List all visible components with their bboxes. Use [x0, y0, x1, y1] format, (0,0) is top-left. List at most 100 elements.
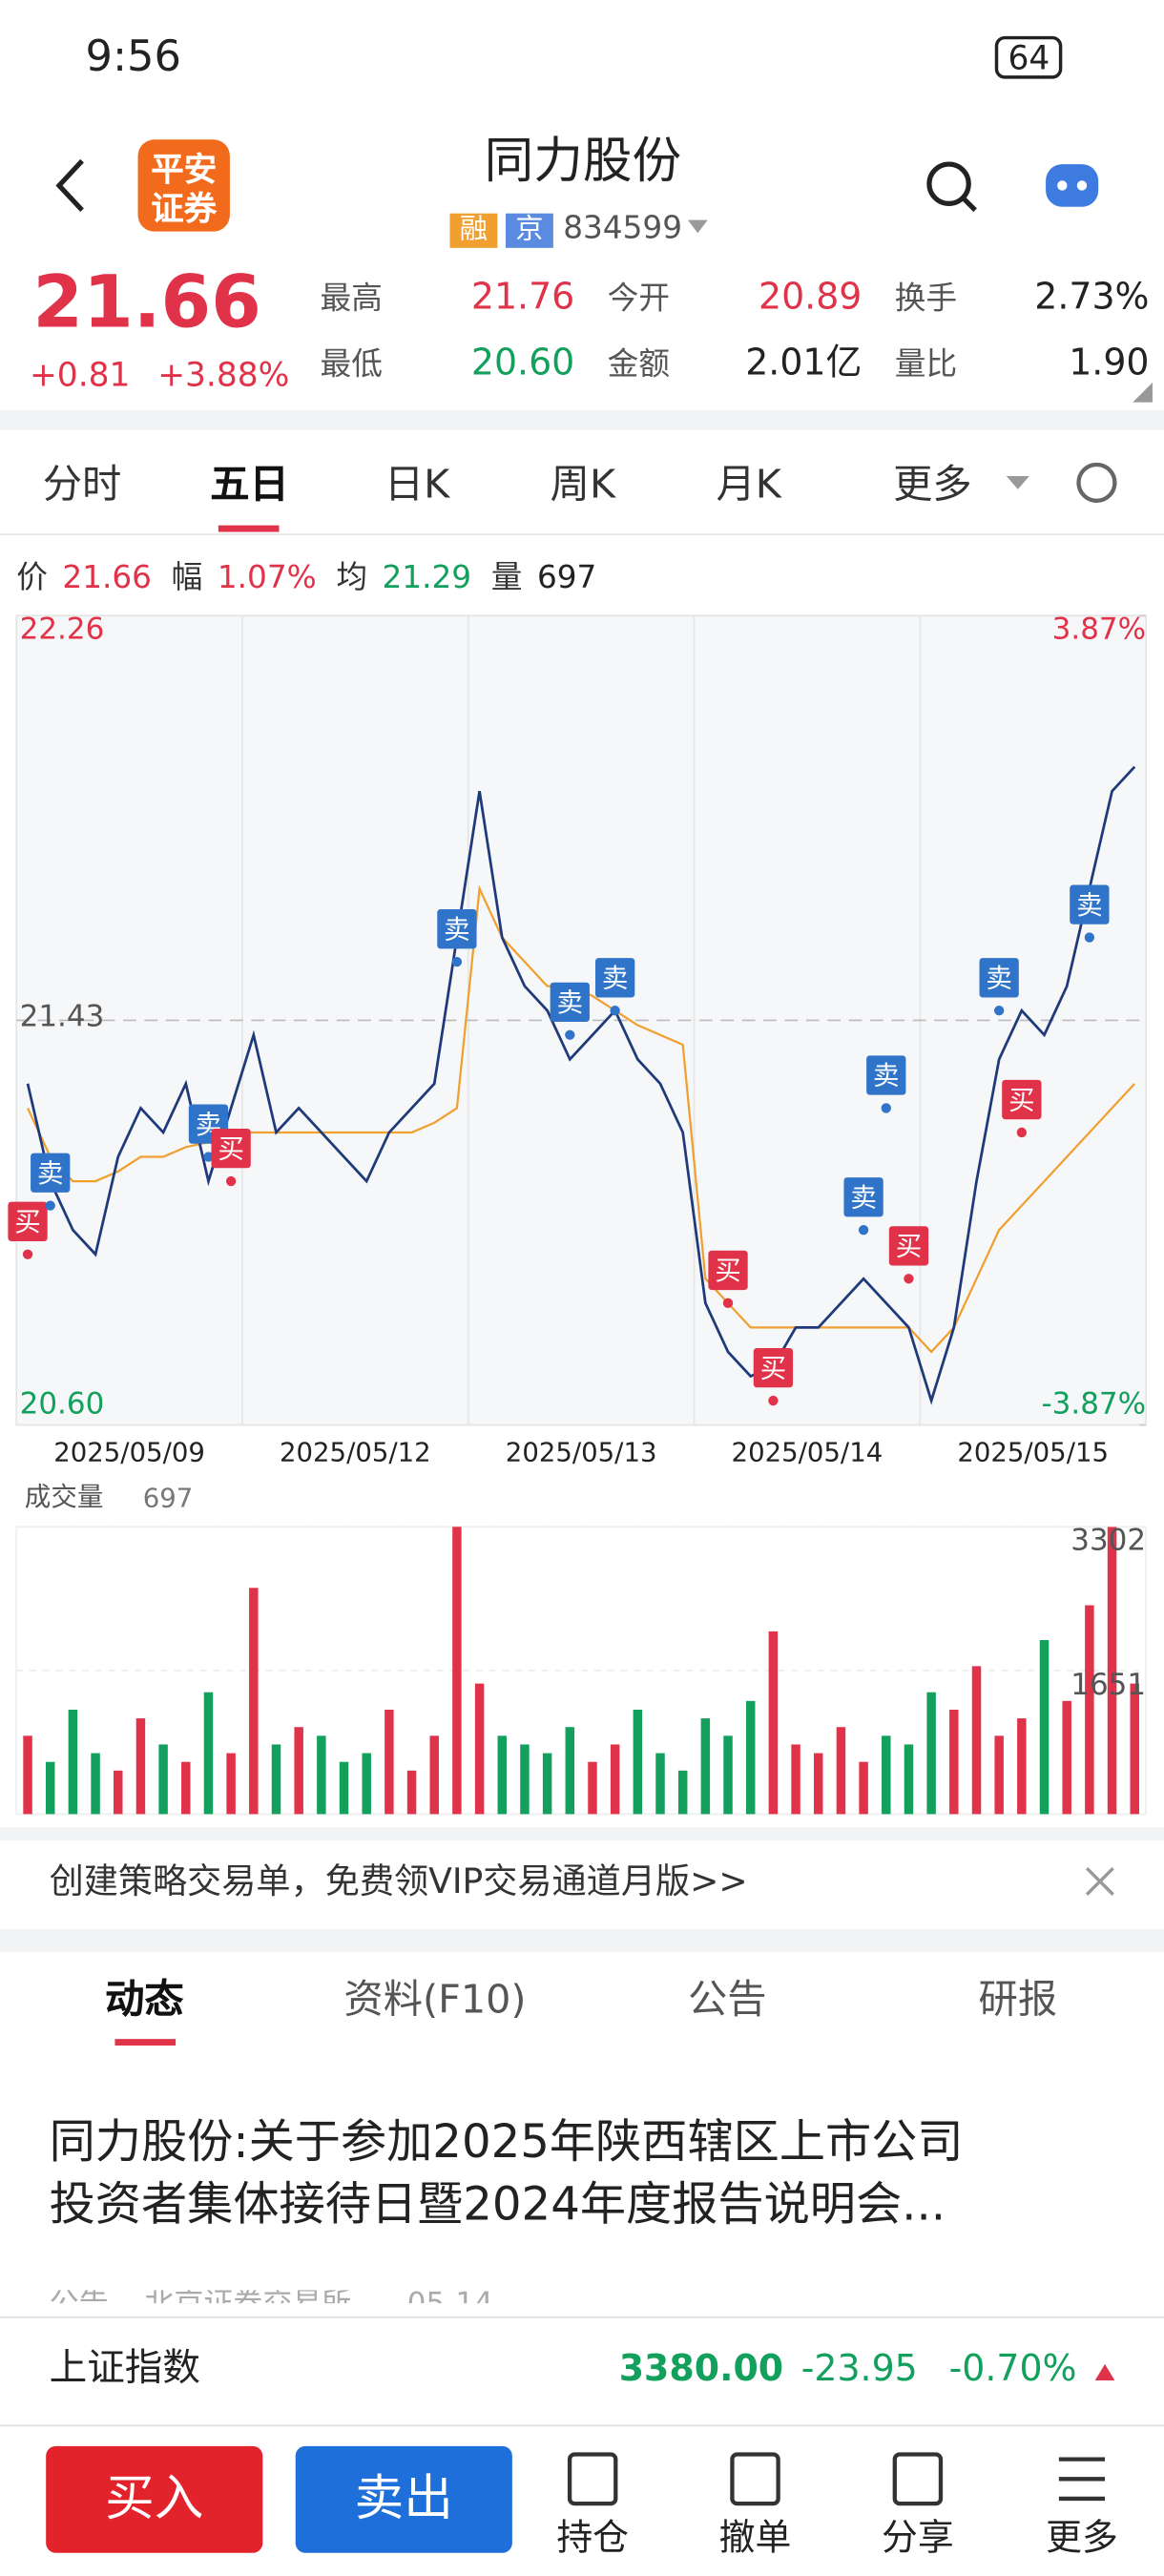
- info-label: 幅: [171, 558, 203, 595]
- back-icon[interactable]: [55, 158, 84, 213]
- volume-bar: [317, 1735, 326, 1815]
- info-value: 21.66: [62, 558, 153, 595]
- volume-bar: [45, 1761, 55, 1815]
- news-tab[interactable]: 动态: [105, 1976, 184, 2023]
- tab[interactable]: 分时: [42, 461, 122, 508]
- nav-item[interactable]: 持仓: [556, 2518, 630, 2560]
- info-value: 21.29: [382, 558, 472, 595]
- volume-bar: [114, 1770, 123, 1815]
- news-tab[interactable]: 资料(F10): [343, 1976, 527, 2023]
- trade-badge: [31, 1153, 71, 1193]
- x-tick-label: 2025/05/15: [957, 1436, 1110, 1468]
- trade-label: 卖: [37, 1158, 64, 1189]
- sell-button[interactable]: [295, 2445, 512, 2553]
- trade-badge: [979, 958, 1019, 998]
- info-label: 量: [490, 558, 523, 595]
- tab[interactable]: 五日: [210, 461, 289, 508]
- info-label: 均: [336, 558, 368, 595]
- price: 21.66: [32, 260, 261, 345]
- volume-bar: [949, 1709, 959, 1815]
- trade-dot: [904, 1274, 914, 1284]
- trade-badge: [753, 1347, 794, 1388]
- nav-item[interactable]: 撤单: [718, 2518, 792, 2560]
- stat-value: 2.01亿: [745, 343, 863, 384]
- trade-label: 卖: [557, 987, 584, 1018]
- nav-item[interactable]: 分享: [882, 2518, 954, 2560]
- stat-value: 1.90: [1069, 343, 1150, 384]
- separator: [0, 1827, 1164, 1840]
- trade-dot: [1016, 1127, 1028, 1138]
- tab[interactable]: 周K: [550, 461, 616, 508]
- stat-label: 今开: [607, 280, 671, 317]
- buy-label[interactable]: 买入: [105, 2470, 204, 2528]
- change: +0.81: [29, 354, 131, 394]
- y-tick-label: 3302: [1070, 1523, 1147, 1558]
- info-label: 价: [16, 558, 48, 595]
- volume-bar: [1062, 1700, 1071, 1815]
- volume-bar: [700, 1718, 711, 1815]
- news-tab[interactable]: 公告: [687, 1976, 767, 2023]
- volume-bar: [203, 1692, 214, 1815]
- stat-value: 2.73%: [1034, 277, 1150, 319]
- trade-dot: [858, 1225, 869, 1236]
- assistant-icon[interactable]: [1046, 164, 1099, 207]
- trade-label: 卖: [444, 914, 470, 945]
- buy-button[interactable]: [46, 2445, 263, 2553]
- volume-bar: [610, 1744, 620, 1815]
- clock: 9:56: [85, 32, 181, 83]
- trade-badge: [1070, 884, 1110, 924]
- volume-bar: [249, 1588, 259, 1815]
- volume-bar: [633, 1709, 643, 1815]
- trade-dot: [565, 1029, 575, 1040]
- news-meta: 05-14: [407, 2290, 493, 2303]
- volume-bar: [588, 1761, 597, 1815]
- banner[interactable]: 创建策略交易单，免费领VIP交易通道月版>>: [49, 1861, 748, 1901]
- search-icon[interactable]: [926, 161, 971, 206]
- trade-label: 卖: [1076, 890, 1103, 921]
- x-tick-label: 2025/05/14: [731, 1436, 883, 1468]
- volume-bar: [745, 1700, 756, 1815]
- stat-label: 换手: [894, 280, 958, 317]
- volume-bar: [339, 1761, 349, 1815]
- trade-badge: [1002, 1079, 1042, 1120]
- trade-label: 卖: [986, 964, 1012, 994]
- trade-label: 卖: [873, 1061, 900, 1091]
- y-tick-label: 20.60: [19, 1387, 105, 1423]
- y2-tick-label: 3.87%: [1051, 612, 1147, 647]
- info-value: 697: [536, 558, 597, 595]
- x-tick-label: 2025/05/09: [53, 1436, 205, 1468]
- x-tick-label: 2025/05/12: [280, 1436, 431, 1468]
- news-title: 投资者集体接待日暨2024年度报告说明会...: [49, 2176, 946, 2232]
- sell-label[interactable]: 卖出: [354, 2470, 453, 2528]
- trade-badge: [550, 982, 590, 1022]
- tag: 融: [449, 212, 498, 247]
- trade-badge: [843, 1177, 883, 1217]
- trade-label: 买: [218, 1133, 244, 1164]
- y-tick-label: 21.43: [19, 999, 105, 1034]
- volume-bar: [542, 1753, 552, 1815]
- trade-label: 买: [715, 1256, 741, 1286]
- close-icon[interactable]: [1085, 1866, 1114, 1896]
- volume-bar: [23, 1735, 32, 1815]
- nav-item[interactable]: 更多: [1046, 2518, 1118, 2560]
- trade-label: 买: [14, 1207, 41, 1237]
- volume-bar: [1085, 1605, 1094, 1815]
- trade-dot: [225, 1175, 237, 1187]
- tab[interactable]: 月K: [716, 461, 781, 508]
- tab[interactable]: 日K: [384, 461, 450, 508]
- tab[interactable]: 更多: [893, 461, 972, 508]
- volume-bar: [994, 1735, 1004, 1815]
- stat-value: 20.89: [759, 277, 863, 319]
- separator: [0, 410, 1164, 430]
- news-tab[interactable]: 研报: [978, 1976, 1058, 2023]
- volume-bar: [520, 1744, 530, 1815]
- trade-dot: [45, 1200, 55, 1211]
- trade-label: 买: [760, 1353, 787, 1383]
- stat-label: 金额: [607, 345, 671, 383]
- volume-bar: [91, 1753, 100, 1815]
- trade-dot: [881, 1103, 891, 1113]
- settings-icon[interactable]: [1076, 462, 1117, 503]
- x-tick-label: 2025/05/13: [505, 1436, 657, 1468]
- volume-bar: [429, 1735, 439, 1815]
